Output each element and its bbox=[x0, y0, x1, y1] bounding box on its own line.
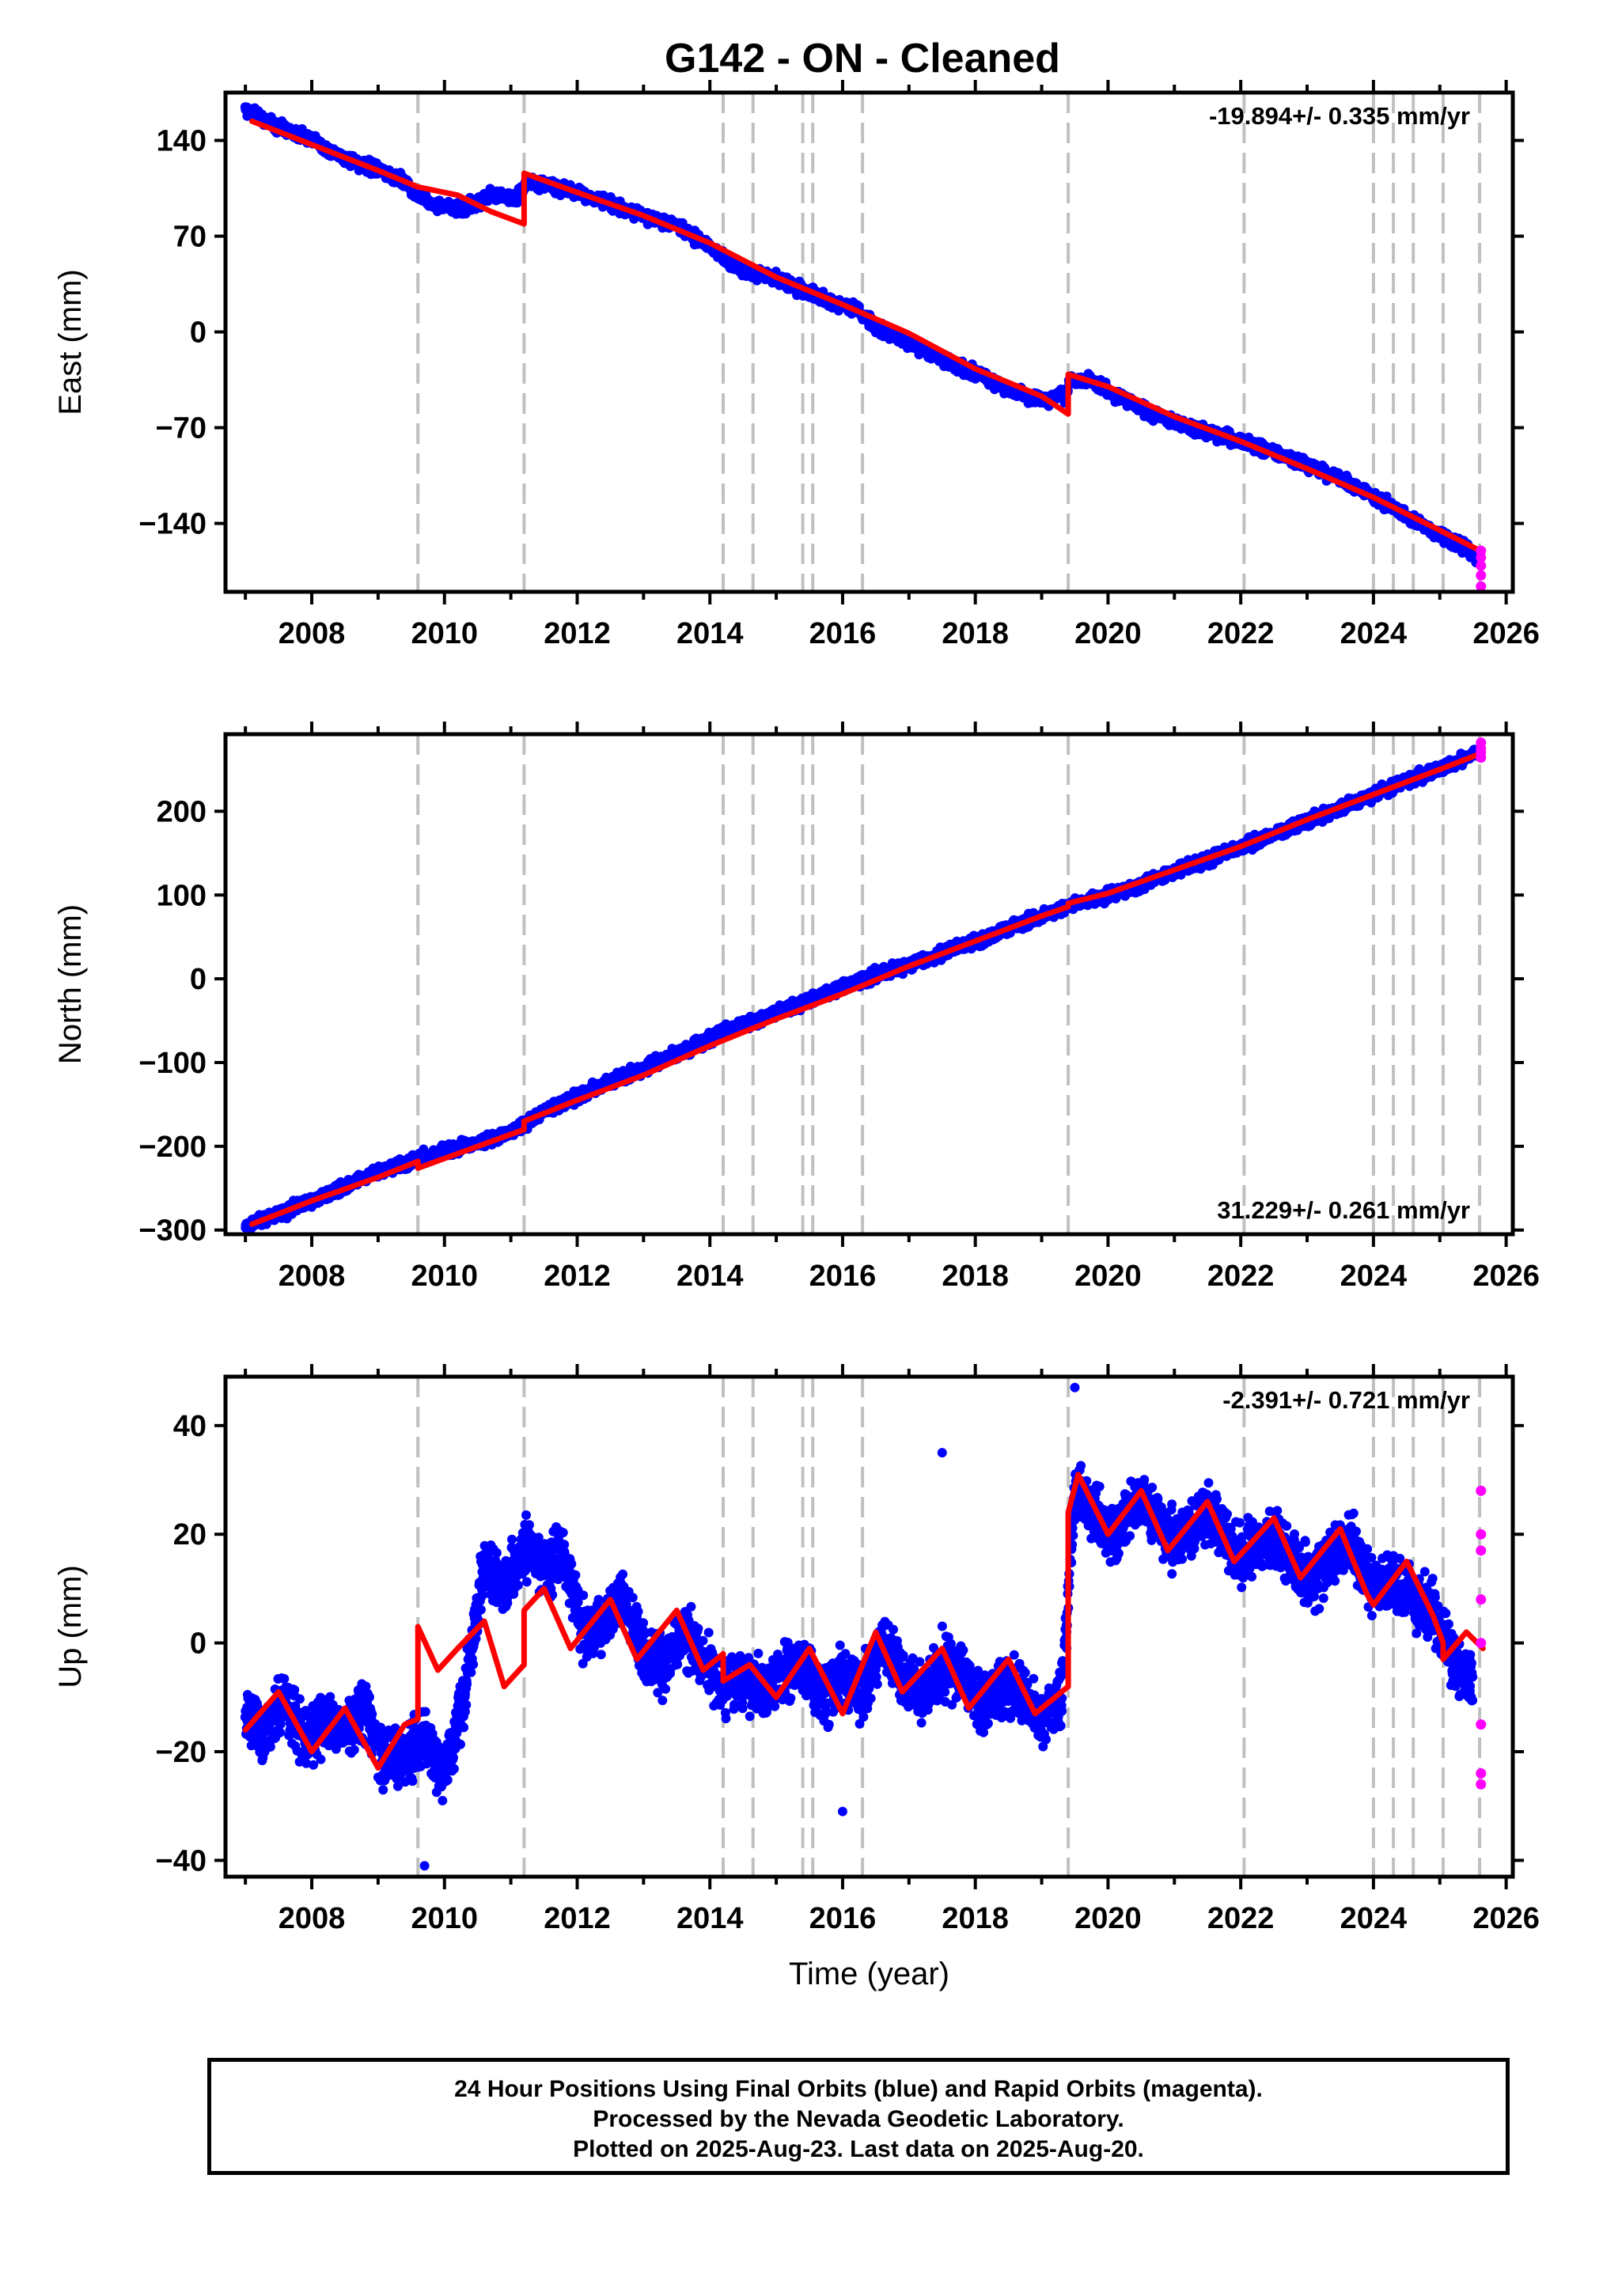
velocity-rate-label: -19.894+/- 0.335 mm/yr bbox=[1209, 102, 1470, 130]
y-tick-label: −140 bbox=[138, 508, 207, 541]
final-orbit-points bbox=[240, 102, 1481, 568]
x-tick-label: 2010 bbox=[411, 617, 478, 650]
final-orbit-points bbox=[241, 744, 1481, 1234]
x-tick-label: 2020 bbox=[1074, 617, 1142, 650]
rapid-orbit-point bbox=[1476, 570, 1487, 581]
x-tick-label: 2014 bbox=[676, 617, 744, 650]
model-fit-line bbox=[249, 118, 421, 190]
page-title: G142 - ON - Cleaned bbox=[665, 36, 1060, 81]
x-tick-label: 2026 bbox=[1472, 617, 1540, 650]
chart-panel-east: 140 70 0 −70 −140 2008 2010 2012 2014 2016 2018 202… bbox=[53, 80, 1540, 650]
x-tick-label: 2008 bbox=[279, 617, 346, 650]
x-tick-label: 2022 bbox=[1207, 617, 1275, 650]
x-tick-label: 2024 bbox=[1340, 617, 1408, 650]
y-tick-label: 0 bbox=[190, 316, 207, 350]
chart-area: 140 70 0 −70 −140 2008 2010 2012 2014 2016 2018 202… bbox=[53, 80, 1540, 1991]
x-tick-label: 2016 bbox=[809, 617, 877, 650]
y-tick-label: 140 bbox=[157, 125, 207, 158]
x-tick-label: 2018 bbox=[942, 617, 1009, 650]
x-tick-label: 2012 bbox=[544, 617, 611, 650]
rapid-orbit-point bbox=[1476, 560, 1487, 571]
y-tick-label: −70 bbox=[156, 412, 207, 445]
y-tick-label: 70 bbox=[173, 221, 207, 254]
y-axis-label: East (mm) bbox=[53, 269, 88, 415]
